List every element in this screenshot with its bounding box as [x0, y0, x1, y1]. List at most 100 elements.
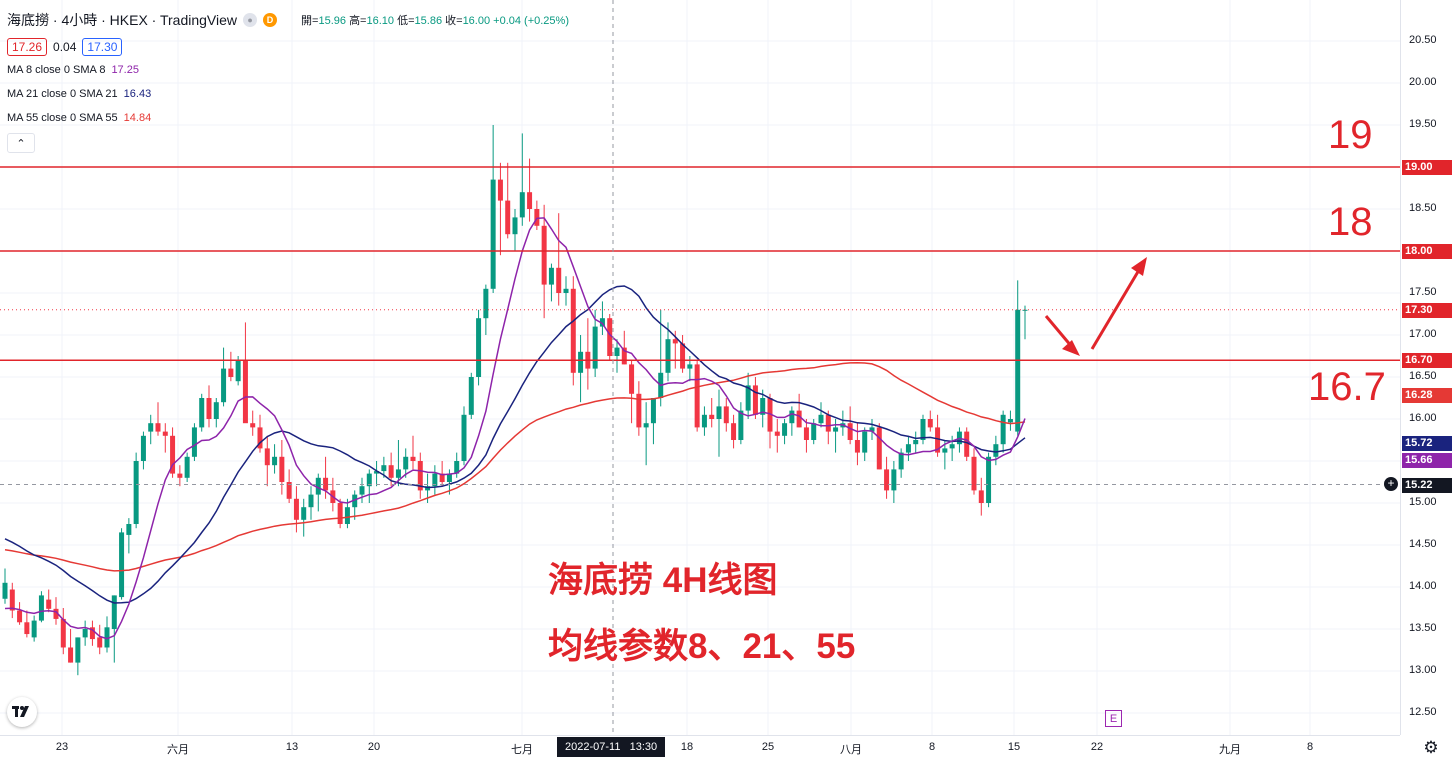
- candle-body: [301, 507, 307, 520]
- candle-body: [483, 288, 489, 319]
- caption-line-1: 海底捞 4H线图: [548, 561, 778, 600]
- candle-body: [818, 414, 824, 424]
- candle-body: [556, 267, 562, 293]
- price-badge: 18.00: [1402, 244, 1452, 259]
- add-alert-plus-icon[interactable]: +: [1384, 477, 1398, 491]
- earnings-marker-icon[interactable]: E: [1105, 710, 1122, 727]
- crosshair-time-badge: 2022-07-11 13:30: [557, 737, 666, 757]
- ask-price-box[interactable]: 17.30: [82, 38, 123, 56]
- candle-body: [446, 473, 452, 482]
- price-badge: 15.72: [1402, 436, 1452, 451]
- candle-body: [38, 595, 44, 621]
- candle-body: [607, 318, 613, 356]
- candle-body: [308, 494, 314, 508]
- candle-body: [854, 440, 860, 453]
- chart-area[interactable]: [0, 0, 1400, 735]
- candle-body: [563, 288, 569, 293]
- ma-legend-row[interactable]: MA 55 close 0 SMA 55 14.84: [7, 106, 569, 130]
- candle-body: [344, 507, 350, 524]
- candle-body: [417, 461, 423, 491]
- candle-body: [366, 473, 372, 487]
- price-badge: 16.28: [1402, 388, 1452, 404]
- candle-body: [82, 629, 88, 638]
- price-tick-label: 13.50: [1409, 622, 1437, 634]
- price-badge: 17.30: [1402, 302, 1452, 318]
- candle-body: [1000, 414, 1006, 445]
- candle-body: [170, 435, 176, 474]
- time-tick-label: 八月: [840, 744, 862, 756]
- candle-body: [847, 423, 853, 440]
- ma21-line: [4, 285, 1026, 604]
- price-tick-label: 15.00: [1409, 496, 1437, 508]
- settings-gear-icon[interactable]: ⚙: [1423, 738, 1439, 757]
- candle-body: [512, 217, 518, 235]
- candle-body: [148, 423, 154, 432]
- time-tick-label: 23: [55, 741, 69, 753]
- candle-body: [97, 637, 103, 648]
- candle-body: [971, 456, 977, 491]
- candlestick-chart[interactable]: [0, 0, 1400, 735]
- candle-body: [782, 423, 788, 436]
- candle-body: [68, 647, 74, 663]
- candle-body: [53, 608, 59, 619]
- candle-body: [905, 444, 911, 453]
- price-tick-label: 17.00: [1409, 328, 1437, 340]
- candle-body: [439, 473, 445, 482]
- candle-body: [60, 618, 66, 648]
- candle-body: [578, 351, 584, 373]
- candle-body: [643, 423, 649, 428]
- symbol-title[interactable]: 海底撈 · 4小時 · HKEX · TradingView: [7, 12, 238, 28]
- candle-body: [665, 339, 671, 373]
- ma-legend-row[interactable]: MA 8 close 0 SMA 8 17.25: [7, 58, 569, 82]
- candle-body: [789, 410, 795, 424]
- candle-body: [592, 326, 598, 369]
- level-16-7-label: 16.7: [1308, 365, 1386, 409]
- price-badge: 15.66: [1402, 453, 1452, 468]
- candle-body: [17, 610, 23, 623]
- candle-body: [650, 398, 656, 424]
- candle-body: [177, 473, 183, 478]
- candle-body: [694, 364, 700, 428]
- candle-body: [687, 364, 693, 369]
- price-tick-label: 20.50: [1409, 34, 1437, 46]
- candle-body: [964, 431, 970, 457]
- candle-body: [191, 427, 197, 457]
- bid-price-box[interactable]: 17.26: [7, 38, 48, 56]
- candle-body: [527, 192, 533, 209]
- candle-body: [614, 347, 620, 356]
- candle-body: [796, 410, 802, 428]
- ma-label: MA 21 close 0 SMA 21: [7, 88, 118, 100]
- candle-body: [184, 456, 190, 478]
- candle-body: [24, 622, 30, 635]
- delayed-data-badge[interactable]: D: [263, 13, 278, 27]
- price-tick-label: 16.00: [1409, 412, 1437, 424]
- tradingview-logo-icon[interactable]: [7, 697, 37, 727]
- time-axis[interactable]: 8 九月 22 15 8 八月 25 18 七月 20 13 六月 23 2022-07-11 13:3…: [0, 735, 1400, 762]
- candle-body: [920, 419, 926, 440]
- candle-body: [680, 343, 686, 369]
- ma-value: 17.25: [111, 64, 139, 76]
- candle-body: [1007, 419, 1013, 423]
- candle-body: [731, 423, 737, 440]
- level-18-label: 18: [1328, 200, 1373, 244]
- arrow-up-icon: [1090, 257, 1147, 350]
- price-axis[interactable]: 20.50 20.00 19.50 18.50 17.50 17.00 16.50 16.00…: [1400, 0, 1455, 735]
- candle-body: [279, 456, 285, 482]
- price-tick-label: 17.50: [1409, 286, 1437, 298]
- collapse-legend-button[interactable]: ⌃: [7, 133, 35, 153]
- time-tick-label: 七月: [511, 744, 533, 756]
- ma-legend-row[interactable]: MA 21 close 0 SMA 21 16.43: [7, 82, 569, 106]
- candle-body: [752, 385, 758, 415]
- candle-body: [803, 427, 809, 440]
- candle-body: [760, 398, 766, 415]
- candle-body: [235, 360, 241, 382]
- candle-body: [738, 410, 744, 440]
- candle-body: [913, 440, 919, 445]
- candle-body: [876, 427, 882, 470]
- price-tick-label: 20.00: [1409, 76, 1437, 88]
- candle-body: [126, 524, 132, 535]
- candle-body: [9, 589, 15, 611]
- caption-line-2: 均线参数8、21、55: [548, 627, 856, 666]
- candle-body: [497, 179, 503, 201]
- candle-body: [432, 473, 438, 487]
